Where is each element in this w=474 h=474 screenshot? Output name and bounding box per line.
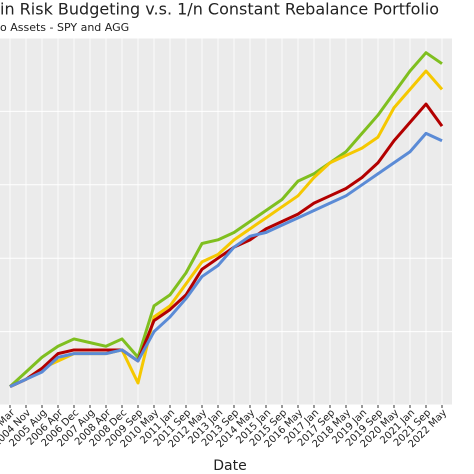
plot-background [0,38,452,405]
chart-title: in Risk Budgeting v.s. 1/n Constant Reba… [0,0,439,19]
series-line [9,102,444,389]
series-line [8,51,443,388]
x-axis-label: Date [213,458,246,474]
series-line [9,131,443,389]
chart-subtitle: o Assets - SPY and AGG [0,21,129,34]
